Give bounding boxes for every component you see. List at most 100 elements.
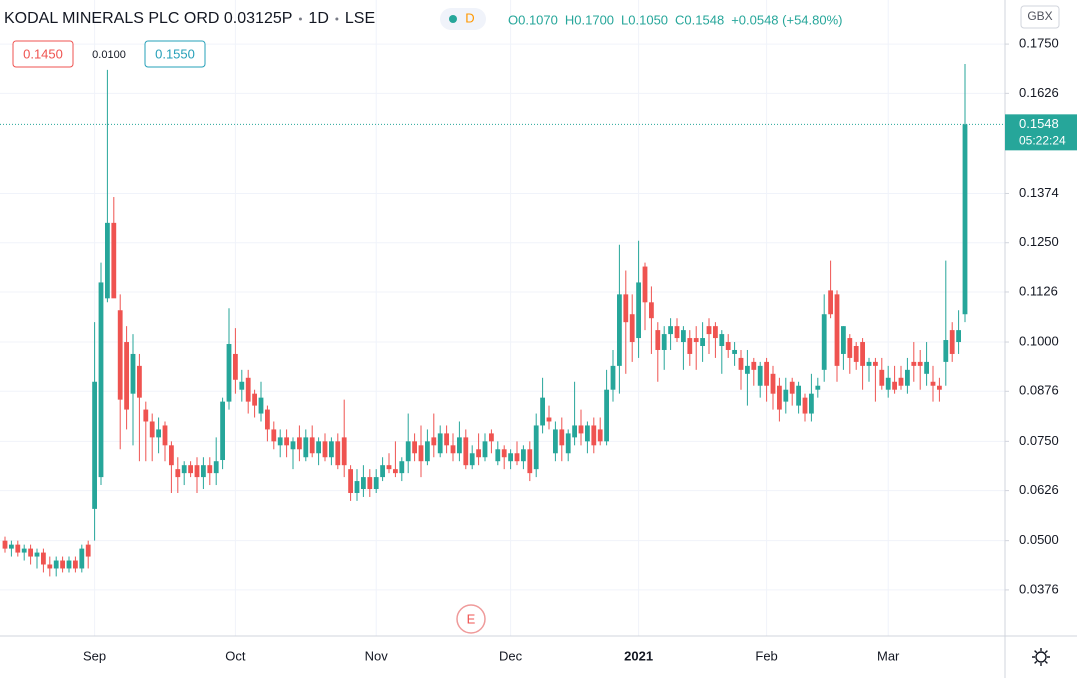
candle-body — [444, 433, 449, 446]
x-tick-label: Feb — [755, 648, 777, 663]
candle-body — [47, 564, 53, 569]
candle-body — [591, 425, 597, 446]
candle-body — [380, 465, 385, 478]
candle-body — [649, 302, 654, 319]
ohlc-value: L0.1050 — [621, 12, 668, 27]
candle-body — [674, 326, 680, 339]
candle-body — [745, 365, 750, 374]
candle-body — [226, 344, 232, 402]
order-button-label: 0.1450 — [23, 46, 63, 61]
candle-body — [572, 425, 577, 438]
candle-body — [668, 326, 673, 335]
y-tick-label: 0.1374 — [1019, 185, 1059, 200]
candle-body — [866, 361, 872, 366]
candle-body — [386, 465, 392, 470]
status-pill[interactable] — [440, 8, 486, 30]
y-tick-label: 0.1750 — [1019, 36, 1059, 51]
candle-body — [156, 429, 161, 438]
candle-body — [642, 266, 648, 303]
y-tick-label: 0.1626 — [1019, 85, 1059, 100]
header: KODAL MINERALS PLC ORD 0.03125P 1D LSE D… — [4, 8, 843, 68]
y-tick-label: 0.0876 — [1019, 383, 1059, 398]
candle-body — [399, 461, 405, 474]
ohlc-value: O0.1070 — [508, 12, 558, 27]
event-marker[interactable] — [456, 604, 486, 634]
candle-body — [617, 294, 622, 366]
candle-body — [28, 548, 33, 557]
settings-spokes — [1032, 648, 1050, 666]
candle-body — [597, 429, 603, 442]
candle-body — [527, 449, 533, 474]
candle-body — [437, 433, 443, 454]
candle-body — [719, 334, 725, 347]
candle-body — [188, 465, 193, 474]
candle-body — [2, 540, 8, 549]
candle-body — [860, 342, 865, 366]
candle-body — [732, 349, 737, 354]
candle-body — [149, 421, 155, 438]
interval: 1D — [308, 10, 328, 27]
candle-body — [565, 433, 571, 454]
candle-body — [361, 477, 366, 490]
candle-body — [175, 469, 181, 478]
candle-body — [98, 282, 104, 478]
candle-body — [495, 449, 501, 462]
candle-body — [66, 560, 72, 569]
candle-body — [124, 342, 129, 410]
candle-body — [777, 385, 782, 410]
candle-body — [258, 397, 264, 414]
separator-dot — [298, 17, 302, 21]
order-button[interactable] — [12, 40, 74, 68]
candle-body — [853, 346, 859, 362]
candle-body — [169, 445, 174, 466]
settings-icon[interactable] — [1032, 648, 1050, 666]
ohlc-value: C0.1548 — [675, 12, 724, 27]
candle-body — [271, 429, 277, 442]
candle-body — [546, 417, 552, 422]
candle-body — [277, 437, 283, 446]
y-tick-label: 0.0376 — [1019, 581, 1059, 596]
candle-body — [111, 222, 117, 299]
candle-body — [508, 453, 513, 462]
candle-body — [629, 314, 635, 343]
candle-body — [636, 282, 641, 339]
ohlc-value: H0.1700 — [565, 12, 614, 27]
candle-body — [79, 548, 85, 569]
currency-box[interactable] — [1020, 5, 1060, 29]
candle-body — [316, 441, 321, 454]
candle-body — [405, 441, 411, 462]
candle-body — [783, 389, 789, 402]
candle-body — [105, 222, 110, 299]
candle-body — [21, 548, 27, 553]
order-button[interactable] — [144, 40, 206, 68]
candle-body — [213, 461, 219, 474]
candle-body — [412, 441, 417, 454]
candle-body — [137, 365, 142, 398]
candle-body — [393, 469, 398, 474]
candle-body — [687, 338, 693, 354]
x-tick-label: Sep — [83, 648, 106, 663]
candle-body — [514, 453, 520, 462]
chart-title: KODAL MINERALS PLC ORD 0.03125P — [4, 10, 292, 27]
candle-body — [533, 425, 539, 470]
candle-body — [661, 334, 667, 350]
candle-body — [706, 326, 712, 335]
ohlc-value: +0.0548 (+54.80%) — [731, 12, 842, 27]
candle-body — [841, 326, 846, 354]
candle-body — [418, 445, 424, 462]
event-marker-label: E — [467, 611, 476, 626]
candle-body — [553, 429, 558, 454]
candle-body — [796, 385, 801, 406]
candle-body — [693, 338, 699, 343]
candle-body — [297, 437, 302, 450]
candle-body — [92, 381, 97, 509]
grid — [0, 0, 1005, 636]
candle-body — [41, 552, 46, 565]
order-button-label: 0.1550 — [155, 46, 195, 61]
candle-body — [450, 445, 456, 454]
candle-body — [937, 385, 942, 390]
candle-body — [924, 361, 929, 374]
candle-body — [757, 365, 763, 386]
candle-body — [265, 409, 270, 430]
candle-body — [815, 385, 821, 390]
